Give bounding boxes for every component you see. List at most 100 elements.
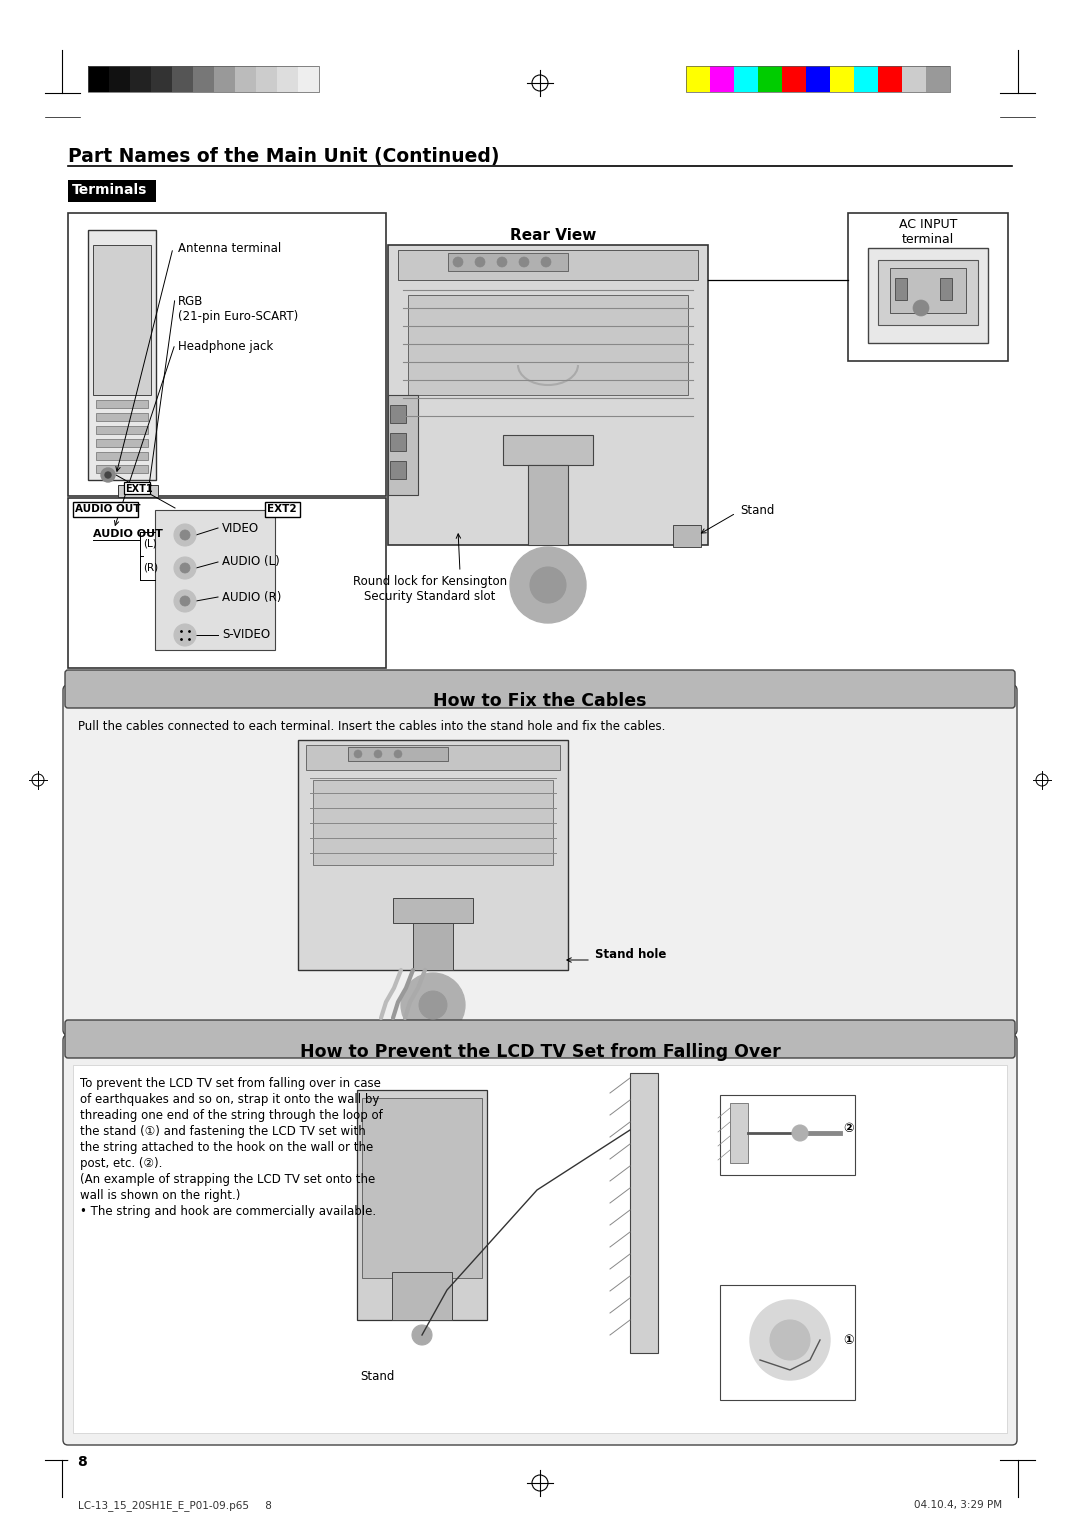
- Bar: [118, 485, 158, 498]
- Text: Pull the cables connected to each terminal. Insert the cables into the stand hol: Pull the cables connected to each termin…: [78, 720, 665, 733]
- Text: S-VIDEO: S-VIDEO: [222, 629, 270, 641]
- Text: Stand: Stand: [740, 504, 774, 516]
- Bar: [96, 413, 148, 421]
- Bar: [109, 66, 130, 92]
- Text: ①: ①: [843, 1334, 853, 1346]
- Text: AUDIO (R): AUDIO (R): [222, 591, 282, 603]
- Circle shape: [102, 468, 114, 482]
- Text: Headphone jack: Headphone jack: [178, 340, 273, 354]
- Bar: [895, 279, 907, 300]
- Bar: [96, 525, 114, 533]
- Bar: [831, 66, 854, 92]
- Circle shape: [770, 1320, 810, 1360]
- Bar: [388, 245, 708, 545]
- Circle shape: [374, 750, 382, 758]
- Circle shape: [174, 524, 195, 547]
- Bar: [298, 66, 319, 92]
- Text: threading one end of the string through the loop of: threading one end of the string through …: [80, 1108, 382, 1122]
- FancyBboxPatch shape: [63, 684, 1017, 1035]
- Bar: [528, 465, 568, 545]
- Bar: [172, 66, 193, 92]
- Bar: [710, 66, 734, 92]
- Circle shape: [530, 566, 566, 603]
- Bar: [87, 230, 156, 481]
- Text: the stand (①) and fastening the LCD TV set with: the stand (①) and fastening the LCD TV s…: [80, 1125, 366, 1138]
- Bar: [392, 1272, 453, 1320]
- Bar: [73, 502, 138, 517]
- Circle shape: [394, 750, 402, 758]
- Bar: [782, 66, 806, 92]
- Text: EXT2: EXT2: [267, 504, 297, 514]
- Text: How to Prevent the LCD TV Set from Falling Over: How to Prevent the LCD TV Set from Falli…: [299, 1043, 781, 1061]
- Bar: [630, 1073, 658, 1353]
- Text: LC-13_15_20SH1E_E_P01-09.p65     8: LC-13_15_20SH1E_E_P01-09.p65 8: [78, 1500, 272, 1511]
- Text: Terminals: Terminals: [72, 184, 147, 197]
- Bar: [408, 295, 688, 395]
- Circle shape: [519, 257, 529, 266]
- Bar: [193, 66, 214, 92]
- Bar: [673, 525, 701, 547]
- Bar: [68, 181, 156, 202]
- Circle shape: [174, 557, 195, 579]
- Circle shape: [354, 750, 362, 758]
- Bar: [720, 1285, 855, 1399]
- Bar: [96, 465, 148, 473]
- Text: Round lock for Kensington
Security Standard slot: Round lock for Kensington Security Stand…: [353, 576, 508, 603]
- Bar: [265, 502, 300, 517]
- Bar: [87, 66, 319, 92]
- Bar: [276, 66, 298, 92]
- Text: the string attached to the hook on the wall or the: the string attached to the hook on the w…: [80, 1141, 374, 1154]
- Bar: [926, 66, 950, 92]
- Bar: [362, 1098, 482, 1278]
- Text: 8: 8: [77, 1454, 86, 1470]
- Bar: [298, 739, 568, 971]
- Bar: [868, 248, 988, 343]
- Bar: [96, 452, 148, 459]
- Bar: [96, 439, 148, 447]
- Bar: [878, 66, 902, 92]
- Bar: [96, 400, 148, 407]
- Text: RGB
(21-pin Euro-SCART): RGB (21-pin Euro-SCART): [178, 295, 298, 323]
- Text: • The string and hook are commercially available.: • The string and hook are commercially a…: [80, 1205, 376, 1219]
- Bar: [413, 923, 453, 971]
- Bar: [214, 66, 235, 92]
- Text: AUDIO OUT: AUDIO OUT: [93, 530, 163, 539]
- Bar: [390, 461, 406, 479]
- Bar: [357, 1090, 487, 1320]
- Circle shape: [105, 472, 111, 478]
- Text: EXT1: EXT1: [125, 484, 152, 495]
- Bar: [399, 250, 698, 280]
- Bar: [68, 498, 386, 668]
- FancyBboxPatch shape: [65, 1020, 1015, 1058]
- Circle shape: [180, 530, 190, 540]
- Circle shape: [453, 257, 463, 266]
- Text: Antenna terminal: Antenna terminal: [178, 242, 281, 254]
- Circle shape: [750, 1300, 831, 1379]
- Circle shape: [174, 625, 195, 646]
- Bar: [686, 66, 710, 92]
- Circle shape: [411, 1324, 432, 1346]
- Text: AC INPUT
terminal: AC INPUT terminal: [899, 217, 957, 246]
- Bar: [87, 66, 109, 92]
- Circle shape: [174, 589, 195, 612]
- Bar: [348, 747, 448, 761]
- Bar: [124, 482, 150, 495]
- Text: AUDIO (L): AUDIO (L): [222, 556, 280, 568]
- Bar: [390, 433, 406, 452]
- Bar: [130, 66, 151, 92]
- Bar: [390, 406, 406, 423]
- Text: Stand: Stand: [360, 1370, 394, 1382]
- Bar: [306, 746, 561, 770]
- Bar: [388, 395, 418, 495]
- Bar: [448, 253, 568, 271]
- Bar: [93, 245, 151, 395]
- Text: 04.10.4, 3:29 PM: 04.10.4, 3:29 PM: [914, 1500, 1002, 1510]
- Bar: [151, 66, 172, 92]
- Circle shape: [180, 563, 190, 573]
- Text: Stand hole: Stand hole: [595, 949, 666, 961]
- Circle shape: [541, 257, 551, 266]
- Text: Rear View: Rear View: [510, 228, 596, 243]
- Text: (R): (R): [143, 563, 158, 573]
- Bar: [68, 213, 386, 496]
- Bar: [313, 779, 553, 865]
